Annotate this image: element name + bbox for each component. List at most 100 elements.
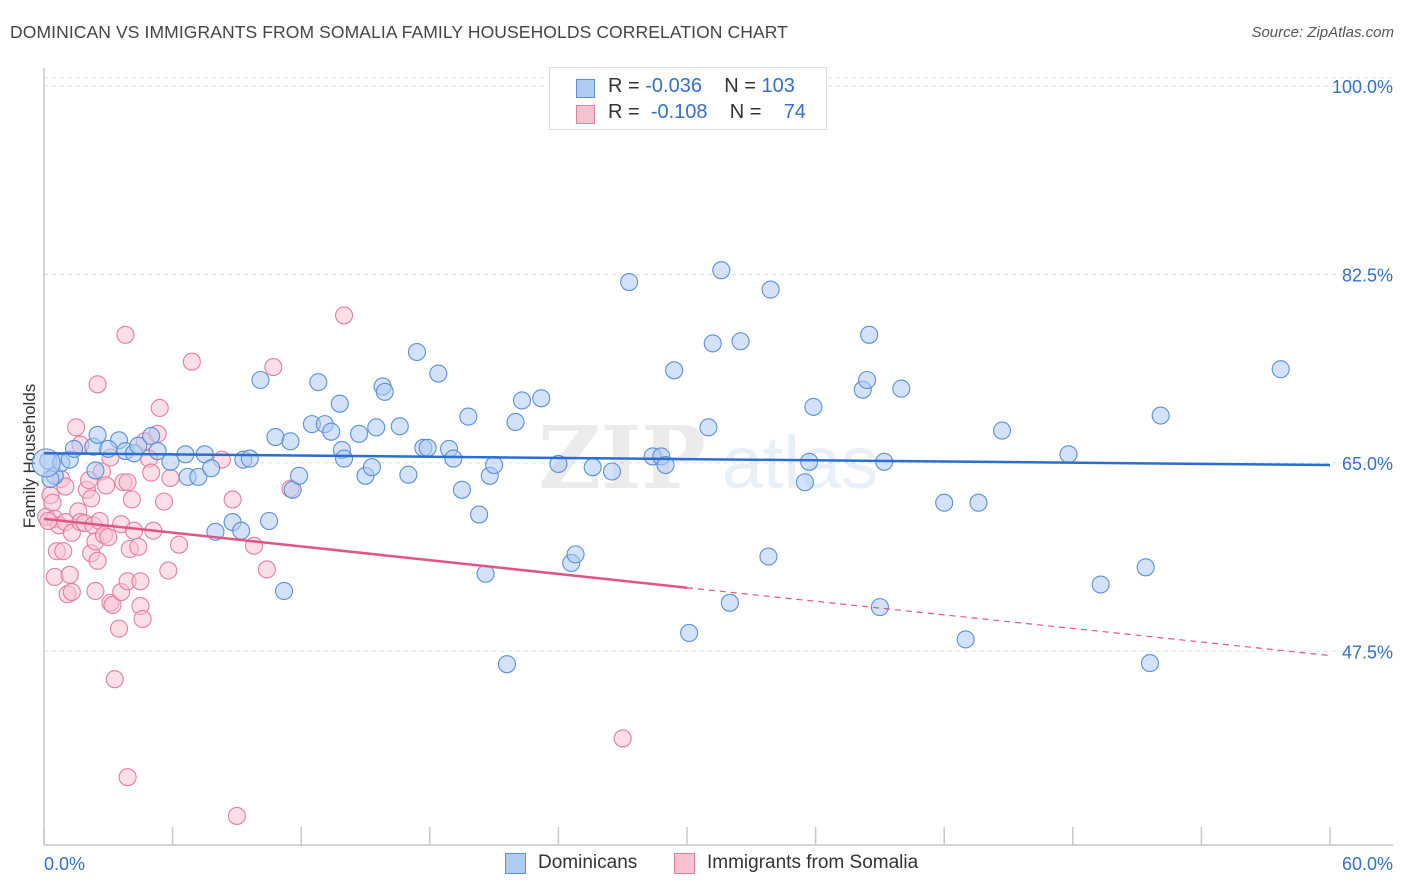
somalia-point: [105, 670, 124, 689]
dominicans-point: [189, 467, 208, 486]
dominicans-point: [1091, 575, 1110, 594]
y-tick-label: 82.5%: [1342, 266, 1393, 286]
somalia-point: [257, 560, 276, 579]
dominicans-point: [240, 449, 259, 468]
somalia-point: [182, 352, 201, 371]
trend-lines: [43, 451, 1331, 657]
dominicans-point: [665, 361, 684, 380]
dominicans-point: [759, 547, 778, 566]
stats-legend: R = -0.036 N = 103 R = -0.108 N = 74: [549, 67, 827, 130]
dominicans-point: [956, 630, 975, 649]
y-tick-label: 65.0%: [1342, 454, 1393, 474]
dominicans-point: [31, 448, 61, 478]
legend-label: Dominicans: [538, 852, 638, 873]
dominicans-point: [1136, 558, 1155, 577]
somalia-point: [131, 572, 150, 591]
dominicans-point: [362, 458, 381, 477]
somalia-trend-extension: [686, 587, 1331, 657]
dominicans-point: [275, 581, 294, 601]
somalia-point: [99, 528, 118, 547]
somalia-swatch: [674, 853, 695, 874]
legend-label: Immigrants from Somalia: [707, 852, 919, 873]
somalia-point: [88, 375, 107, 394]
somalia-point: [103, 595, 122, 615]
dominicans-point: [870, 598, 889, 617]
dominicans-point: [322, 422, 341, 441]
somalia-point: [150, 398, 169, 418]
somalia-point: [264, 358, 283, 377]
x-tick-label: 0.0%: [44, 854, 85, 874]
n-value: 103: [761, 75, 795, 97]
somalia-point: [109, 619, 129, 638]
dominicans-point: [731, 332, 750, 351]
dominicans-point: [375, 382, 394, 401]
dominicans-point: [804, 397, 823, 416]
somalia-point: [118, 473, 137, 492]
dominicans-point: [1059, 445, 1078, 464]
somalia-swatch: [576, 105, 595, 124]
somalia-point: [43, 493, 62, 512]
dominicans-point: [251, 370, 270, 390]
dominicans-swatch: [576, 79, 595, 98]
somalia-point: [129, 537, 148, 556]
dominicans-point: [935, 493, 954, 512]
dominicans-point: [857, 370, 877, 390]
somalia-point: [97, 476, 116, 495]
dominicans-point: [969, 493, 988, 512]
dominicans-point: [418, 438, 437, 457]
dominicans-point: [485, 455, 504, 475]
dominicans-swatch: [505, 853, 526, 874]
somalia-point: [154, 492, 174, 511]
somalia-point: [116, 325, 135, 344]
dominicans-point: [703, 334, 722, 353]
somalia-point: [88, 551, 107, 570]
dominicans-point: [452, 480, 472, 499]
x-tick-label: 60.0%: [1342, 854, 1393, 874]
dominicans-point: [497, 655, 517, 674]
dominicans-point: [699, 418, 718, 437]
dominicans-point: [680, 623, 699, 643]
dominicans-point: [367, 418, 386, 437]
dominicans-point: [309, 373, 328, 392]
somalia-point: [86, 581, 105, 601]
r-value: -0.036: [645, 75, 702, 97]
n-value: 74: [783, 101, 806, 123]
dominicans-point: [399, 465, 418, 484]
y-tick-label: 47.5%: [1342, 642, 1393, 662]
dominicans-point: [142, 426, 161, 446]
dominicans-point: [266, 427, 285, 447]
dominicans-point: [860, 325, 879, 344]
dominicans-point: [444, 449, 463, 468]
dominicans-point: [993, 421, 1012, 440]
dominicans-point: [429, 364, 448, 383]
somalia-point: [54, 542, 73, 561]
series-legend: Dominicans Immigrants from Somalia: [0, 852, 1406, 876]
dominicans-point: [800, 452, 819, 471]
chart-title: DOMINICAN VS IMMIGRANTS FROM SOMALIA FAM…: [10, 22, 788, 42]
dominicans-point: [512, 391, 532, 410]
somalia-point: [62, 582, 81, 602]
y-tick-label: 100.0%: [1332, 77, 1393, 97]
somalia-point: [82, 489, 101, 508]
dominicans-point: [712, 261, 731, 280]
dominicans-point: [350, 424, 369, 443]
somalia-trend-line: [43, 517, 688, 589]
dominicans-point: [602, 462, 622, 481]
dominicans-point: [720, 593, 739, 612]
dominicans-point: [656, 455, 675, 475]
watermark-atlas: atlas: [722, 421, 878, 504]
somalia-point: [159, 561, 178, 580]
dominicans-trend-line: [43, 451, 1331, 467]
dominicans-point: [566, 545, 585, 564]
somalia-point: [67, 418, 86, 437]
dominicans-point: [549, 454, 568, 474]
somalia-point: [124, 521, 144, 540]
somalia-point: [161, 468, 180, 488]
series-somalia: [37, 306, 632, 825]
dominicans-point: [86, 461, 105, 480]
dominicans-point: [407, 342, 426, 362]
dominicans-point: [290, 466, 309, 485]
dominicans-point: [795, 473, 814, 492]
n-label: N =: [729, 101, 768, 123]
dominicans-point: [761, 280, 780, 299]
